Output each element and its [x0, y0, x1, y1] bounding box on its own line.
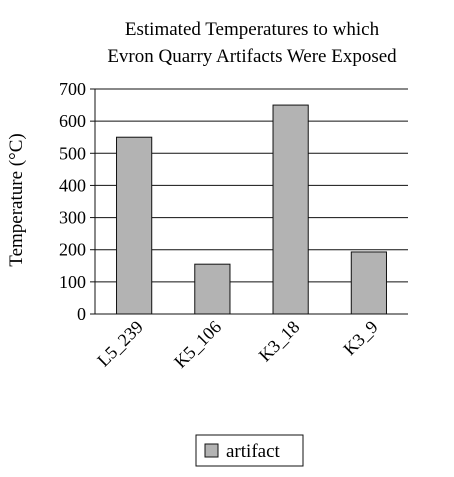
- y-tick-label: 600: [59, 111, 86, 131]
- y-tick-label: 500: [59, 143, 86, 163]
- legend: artifact: [195, 434, 304, 467]
- bar-k3-9: [350, 251, 387, 315]
- y-tick-label: 400: [59, 175, 86, 195]
- axes: [94, 89, 408, 315]
- bar-k3-18: [272, 104, 309, 315]
- bar-l5-239: [116, 136, 153, 315]
- y-tick-label: 700: [59, 79, 86, 99]
- bar-k5-106: [194, 263, 231, 315]
- y-tick-label: 300: [59, 208, 86, 228]
- chart-title-line-1: Estimated Temperatures to which: [125, 19, 380, 40]
- x-tick-label: L5_239: [93, 317, 147, 371]
- y-tick-labels: 0 100 200 300 400 500 600 700: [59, 79, 95, 324]
- chart-title-line-2: Evron Quarry Artifacts Were Exposed: [107, 46, 397, 67]
- x-tick-label: K5_106: [170, 317, 225, 372]
- y-tick-label: 100: [59, 272, 86, 292]
- x-tick-label: K3_9: [339, 317, 381, 359]
- bars: [116, 104, 387, 315]
- y-tick-label: 0: [77, 304, 86, 324]
- legend-swatch: [204, 443, 219, 458]
- legend-label: artifact: [226, 441, 281, 462]
- y-axis-title: Temperature (°C): [6, 133, 27, 266]
- x-tick-labels: L5_239 K5_106 K3_18 K3_9: [93, 317, 381, 372]
- y-tick-label: 200: [59, 240, 86, 260]
- x-tick-label: K3_18: [255, 317, 304, 366]
